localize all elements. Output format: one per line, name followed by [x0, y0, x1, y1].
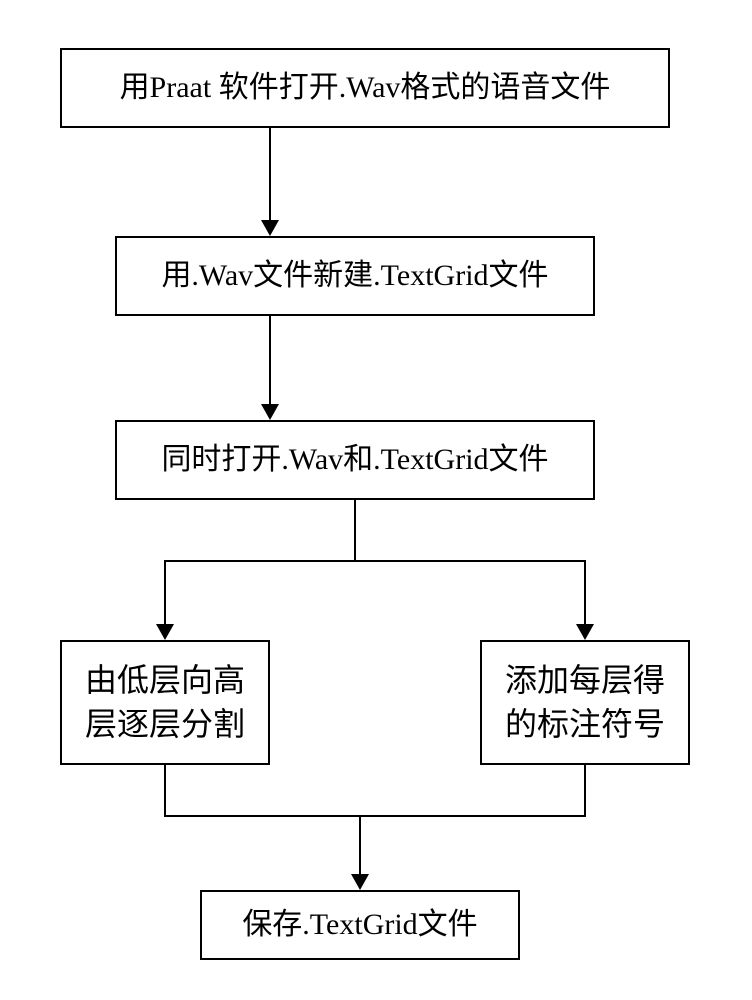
flow-node-create-textgrid: 用.Wav文件新建.TextGrid文件 — [115, 236, 595, 316]
edge-merge-hbar — [164, 815, 586, 817]
edge-merge-arrowhead — [351, 874, 369, 890]
edge-n5-merge-drop — [584, 765, 586, 815]
edge-n3-n4-drop — [164, 560, 166, 624]
edge-n1-n2-arrowhead — [261, 220, 279, 236]
edge-n4-merge-drop — [164, 765, 166, 815]
edge-merge-stub — [359, 815, 361, 874]
flow-node-label: 用.Wav文件新建.TextGrid文件 — [161, 256, 548, 297]
flow-node-label: 由低层向高层逐层分割 — [72, 659, 258, 745]
flow-node-label: 添加每层得的标注符号 — [492, 659, 678, 745]
edge-n3-n4-arrowhead — [156, 624, 174, 640]
edge-n1-n2 — [269, 128, 271, 220]
edge-n2-n3 — [269, 316, 271, 404]
flow-node-segment-layers: 由低层向高层逐层分割 — [60, 640, 270, 765]
flow-node-label: 用Praat 软件打开.Wav格式的语音文件 — [120, 68, 611, 109]
edge-n3-n5-drop — [584, 560, 586, 624]
edge-n3-split-hbar — [164, 560, 586, 562]
edge-n2-n3-arrowhead — [261, 404, 279, 420]
flowchart-canvas: 用Praat 软件打开.Wav格式的语音文件 用.Wav文件新建.TextGri… — [0, 0, 752, 1000]
flow-node-add-annotations: 添加每层得的标注符号 — [480, 640, 690, 765]
flow-node-save-textgrid: 保存.TextGrid文件 — [200, 890, 520, 960]
flow-node-label: 保存.TextGrid文件 — [242, 905, 477, 946]
edge-n3-split-stub — [354, 500, 356, 560]
flow-node-open-both: 同时打开.Wav和.TextGrid文件 — [115, 420, 595, 500]
flow-node-open-wav: 用Praat 软件打开.Wav格式的语音文件 — [60, 48, 670, 128]
edge-n3-n5-arrowhead — [576, 624, 594, 640]
flow-node-label: 同时打开.Wav和.TextGrid文件 — [161, 440, 548, 481]
